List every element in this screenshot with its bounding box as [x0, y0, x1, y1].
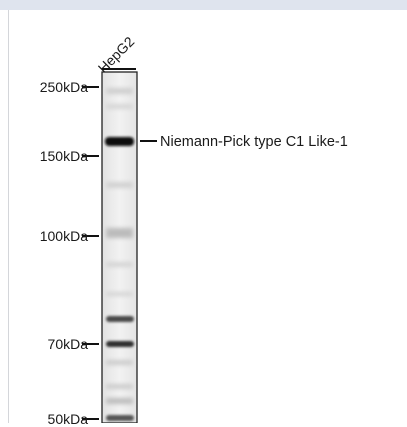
faint-smear: [106, 292, 133, 296]
left-divider: [8, 10, 9, 423]
band-label: Niemann-Pick type C1 Like-1: [160, 134, 348, 150]
faint-smear: [106, 104, 133, 109]
marker-label-70: 70kDa: [47, 336, 88, 352]
lane-label-underline: [102, 68, 136, 70]
faint-smear: [106, 88, 133, 94]
marker-label-150: 150kDa: [39, 148, 88, 164]
target-band: [105, 137, 134, 146]
faint-smear: [106, 398, 133, 404]
marker-label-100: 100kDa: [39, 228, 88, 244]
faint-smear: [106, 360, 133, 365]
faint-smear: [106, 262, 133, 267]
faint-smear: [106, 182, 133, 188]
lower-band: [106, 316, 134, 322]
marker-label-250: 250kDa: [39, 79, 88, 95]
lower-band: [106, 341, 134, 347]
header-strip: [0, 0, 407, 10]
faint-smear: [106, 228, 133, 238]
lower-band: [106, 415, 134, 421]
blot-lane: [101, 71, 138, 423]
faint-smear: [106, 384, 133, 389]
marker-label-50: 50kDa: [47, 411, 88, 427]
